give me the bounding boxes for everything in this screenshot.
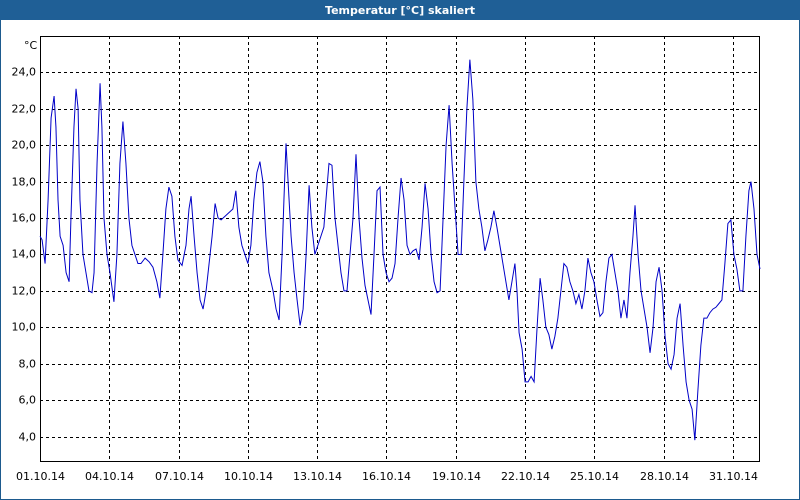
x-tick-label: 28.10.14 [640, 470, 689, 483]
y-tick-label: 20,0 [12, 139, 37, 152]
x-tick-label: 19.10.14 [432, 470, 481, 483]
y-tick-label: 6,0 [19, 394, 37, 407]
y-tick-label: 22,0 [12, 103, 37, 116]
x-tick-label: 10.10.14 [224, 470, 273, 483]
y-unit: °C [24, 39, 38, 52]
y-tick-label: 4,0 [19, 431, 37, 444]
chart-title: Temperatur [°C] skaliert [325, 4, 475, 17]
x-tick-label: 22.10.14 [501, 470, 550, 483]
x-tick-label: 13.10.14 [293, 470, 342, 483]
title-bar [0, 0, 800, 20]
y-tick-label: 18,0 [12, 176, 37, 189]
x-tick-label: 01.10.14 [16, 470, 65, 483]
x-tick-label: 07.10.14 [155, 470, 204, 483]
x-tick-label: 25.10.14 [570, 470, 619, 483]
x-tick-label: 31.10.14 [709, 470, 758, 483]
y-tick-label: 16,0 [12, 212, 37, 225]
y-tick-label: 14,0 [12, 248, 37, 261]
y-tick-label: 24,0 [12, 66, 37, 79]
line-series [39, 59, 761, 441]
y-tick-label: 12,0 [12, 285, 37, 298]
y-tick-label: 8,0 [19, 358, 37, 371]
y-tick-label: 10,0 [12, 321, 37, 334]
x-tick-label: 16.10.14 [362, 470, 411, 483]
x-tick-label: 04.10.14 [85, 470, 134, 483]
